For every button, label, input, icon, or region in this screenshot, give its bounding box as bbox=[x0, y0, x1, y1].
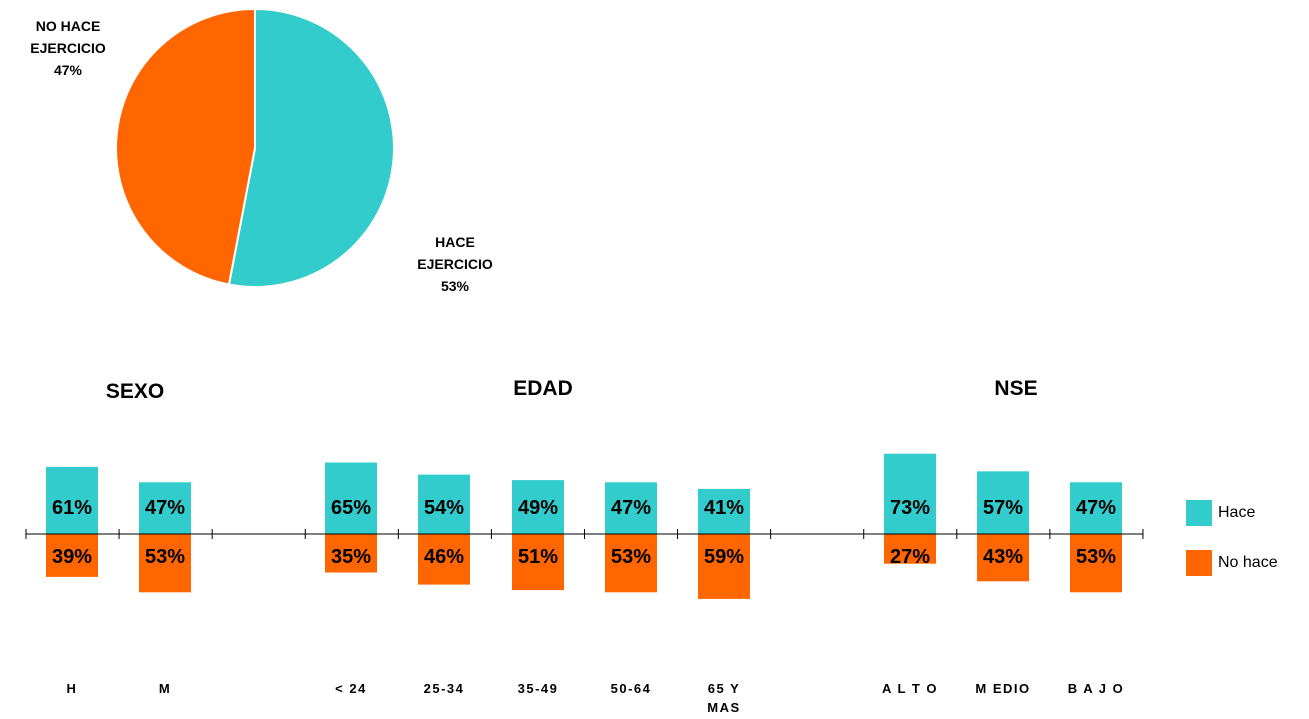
category-label: 50-64 bbox=[611, 681, 652, 696]
data-label-hace: 54% bbox=[424, 497, 464, 519]
data-label-hace: 61% bbox=[52, 497, 92, 519]
category-label: < 24 bbox=[335, 681, 367, 696]
legend-swatch-hace bbox=[1186, 500, 1212, 526]
category-label: MAS bbox=[707, 700, 740, 715]
bar-no-hace bbox=[512, 534, 564, 591]
bar-hace bbox=[698, 488, 750, 534]
data-label-hace: 47% bbox=[611, 497, 651, 519]
legend-item-hace: Hace bbox=[1186, 500, 1278, 526]
data-label-no-hace: 27% bbox=[890, 546, 930, 568]
data-label-hace: 73% bbox=[890, 497, 930, 519]
pie-label-line: 53% bbox=[440, 278, 470, 294]
pie-label-line: EJERCICIO bbox=[30, 40, 106, 56]
legend-item-no-hace: No hace bbox=[1186, 550, 1278, 576]
pie-label-line: NO HACE bbox=[35, 18, 101, 34]
bar-hace bbox=[46, 466, 98, 534]
bar-hace bbox=[325, 462, 377, 534]
bar-no-hace bbox=[46, 534, 98, 577]
data-label-hace: 47% bbox=[1076, 497, 1116, 519]
bar-hace bbox=[884, 453, 936, 534]
bar-hace bbox=[512, 480, 564, 534]
bar-no-hace bbox=[139, 534, 191, 593]
bar-hace bbox=[977, 471, 1029, 534]
category-label: A L T O bbox=[882, 681, 938, 696]
pie-slice-hace bbox=[227, 7, 395, 288]
data-label-no-hace: 59% bbox=[704, 546, 744, 568]
category-label: B A J O bbox=[1068, 681, 1125, 696]
legend-label: No hace bbox=[1218, 554, 1278, 571]
data-label-no-hace: 35% bbox=[331, 546, 371, 568]
legend-label: Hace bbox=[1218, 504, 1256, 521]
category-label: 25-34 bbox=[424, 681, 465, 696]
category-label: 35-49 bbox=[518, 681, 559, 696]
pie-chart bbox=[115, 7, 395, 288]
category-label: M EDIO bbox=[975, 681, 1030, 696]
data-label-hace: 49% bbox=[518, 497, 558, 519]
bar-no-hace bbox=[977, 534, 1029, 582]
data-label-hace: 41% bbox=[704, 497, 744, 519]
legend: Hace No hace bbox=[1186, 500, 1278, 600]
legend-swatch-no-hace bbox=[1186, 550, 1212, 576]
data-label-no-hace: 53% bbox=[1076, 546, 1116, 568]
data-label-hace: 65% bbox=[331, 497, 371, 519]
data-label-no-hace: 51% bbox=[518, 546, 558, 568]
bar-hace bbox=[139, 482, 191, 534]
bar-no-hace bbox=[418, 534, 470, 585]
pie-label-line: EJERCICIO bbox=[417, 256, 493, 272]
group-title-nse: NSE bbox=[994, 377, 1038, 400]
pie-label-line: HACE bbox=[435, 234, 475, 250]
pie-label-no-hace: NO HACE EJERCICIO 47% bbox=[16, 15, 120, 81]
data-label-no-hace: 39% bbox=[52, 546, 92, 568]
pie-slice-no-hace bbox=[115, 7, 256, 286]
bar-no-hace bbox=[1070, 534, 1122, 593]
bar-no-hace bbox=[884, 534, 936, 564]
category-label: M bbox=[159, 681, 171, 696]
bar-no-hace bbox=[325, 534, 377, 573]
bar-hace bbox=[418, 474, 470, 534]
pie-label-hace: HACE EJERCICIO 53% bbox=[400, 231, 510, 297]
data-label-no-hace: 46% bbox=[424, 546, 464, 568]
data-label-no-hace: 53% bbox=[145, 546, 185, 568]
bar-hace bbox=[1070, 482, 1122, 534]
category-label: 65 Y bbox=[708, 681, 741, 696]
data-label-hace: 47% bbox=[145, 497, 185, 519]
group-title-sexo: SEXO bbox=[105, 380, 165, 403]
category-label: H bbox=[67, 681, 78, 696]
bar-no-hace bbox=[605, 534, 657, 593]
pie-label-line: 47% bbox=[53, 62, 83, 78]
data-label-no-hace: 53% bbox=[611, 546, 651, 568]
group-title-edad: EDAD bbox=[513, 377, 573, 400]
data-label-hace: 57% bbox=[983, 497, 1023, 519]
bar-no-hace bbox=[698, 534, 750, 599]
bar-hace bbox=[605, 482, 657, 534]
bar-chart: 61% 39% 47% 53% 65% 35% 54% 46% 49% 51% 47% 53% 41% 5… bbox=[25, 453, 1144, 715]
data-label-no-hace: 43% bbox=[983, 546, 1023, 568]
